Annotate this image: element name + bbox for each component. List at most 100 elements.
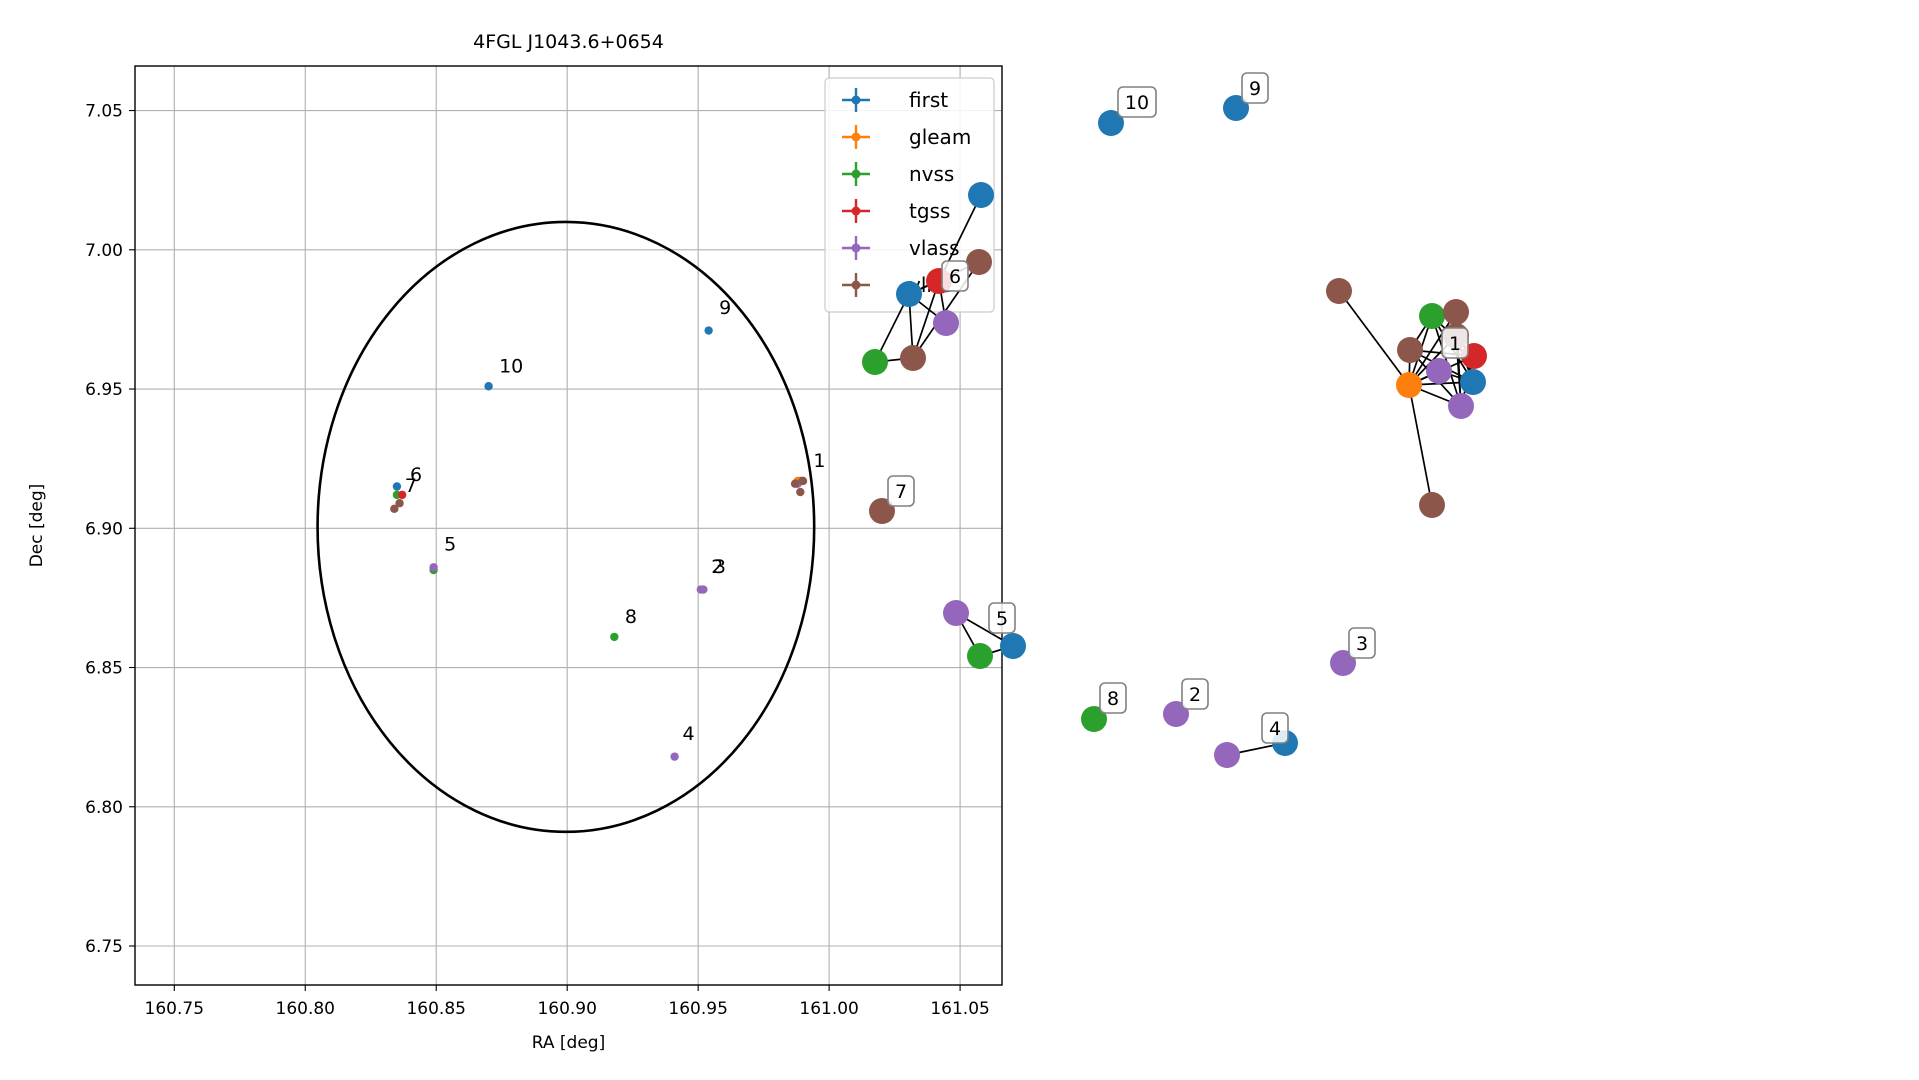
point-label: 2 <box>711 556 723 578</box>
network-node-label: 1 <box>1441 327 1469 359</box>
legend-entry-gleam: gleam <box>842 125 971 149</box>
svg-text:8: 8 <box>1107 688 1119 710</box>
point-vlass <box>699 585 708 594</box>
network-node-gleam <box>1396 372 1422 398</box>
point-label: 7 <box>405 475 417 497</box>
y-tick-label: 6.90 <box>85 519 123 539</box>
network-node-nvss <box>1081 706 1107 732</box>
point-label: 1 <box>813 450 825 472</box>
point-first <box>484 382 493 391</box>
network-node-vlite <box>1419 492 1445 518</box>
legend-entry-first: first <box>842 88 948 112</box>
network-node-nvss <box>862 349 888 375</box>
x-tick-label: 160.80 <box>276 999 335 1019</box>
x-tick-label: 161.05 <box>930 999 989 1019</box>
network-node-label: 7 <box>887 475 915 507</box>
x-tick-label: 161.00 <box>799 999 858 1019</box>
y-tick-label: 6.75 <box>85 937 123 957</box>
network-node-vlite <box>1326 278 1352 304</box>
network-node-vlite <box>966 249 992 275</box>
network-node-vlite <box>1397 337 1423 363</box>
y-tick-label: 7.00 <box>85 241 123 261</box>
x-tick-label: 160.85 <box>406 999 465 1019</box>
point-first <box>392 482 402 491</box>
network-node-nvss <box>967 643 993 669</box>
svg-text:2: 2 <box>1189 684 1201 706</box>
network-panel: 1 6 7 5 8 2 3 4 10 9 <box>862 72 1487 768</box>
point-label: 6 <box>410 464 422 486</box>
network-node-vlass <box>1214 742 1240 768</box>
network-node-first <box>1000 633 1026 659</box>
network-node-label: 9 <box>1241 72 1269 104</box>
point-vlass <box>429 563 438 572</box>
network-node-vlass <box>1426 358 1452 384</box>
x-tick-label: 160.75 <box>145 999 204 1019</box>
network-edge <box>1408 384 1433 506</box>
svg-text:6: 6 <box>949 266 961 288</box>
network-node-label: 5 <box>988 602 1016 634</box>
y-tick-label: 7.05 <box>85 102 123 122</box>
network-node-label: 4 <box>1261 712 1289 744</box>
network-edge <box>912 280 940 359</box>
network-node-label: 3 <box>1348 627 1376 659</box>
error-ellipse <box>316 220 816 834</box>
chart-title: 4FGL J1043.6+0654 <box>473 31 664 53</box>
point-vlass <box>670 752 679 761</box>
point-vlite <box>798 476 808 486</box>
svg-text:9: 9 <box>1249 78 1261 100</box>
network-edge <box>1338 290 1410 386</box>
network-node-first <box>968 182 994 208</box>
point-vlite <box>395 499 404 508</box>
legend-label: first <box>909 88 948 112</box>
network-node-vlite <box>900 345 926 371</box>
plot-frame <box>134 65 1003 986</box>
point-label: 3 <box>714 556 726 578</box>
network-edge <box>1408 311 1457 386</box>
network-node-label: 6 <box>941 260 969 292</box>
network-node-vlass <box>933 310 959 336</box>
svg-text:4: 4 <box>1269 718 1281 740</box>
svg-text:1: 1 <box>1449 333 1461 355</box>
point-label: 10 <box>499 355 523 377</box>
legend-label: gleam <box>909 125 971 149</box>
svg-text:5: 5 <box>996 608 1008 630</box>
x-axis-label: RA [deg] <box>532 1033 605 1053</box>
point-label: 4 <box>682 723 694 745</box>
legend-entry-tgss: tgss <box>842 199 950 223</box>
legend-entry-nvss: nvss <box>842 162 954 186</box>
point-label: 8 <box>625 606 637 628</box>
svg-text:3: 3 <box>1356 633 1368 655</box>
legend-entry-vlass: vlass <box>842 236 960 260</box>
x-tick-label: 160.90 <box>537 999 596 1019</box>
point-vlite <box>390 504 399 513</box>
y-tick-label: 6.80 <box>85 798 123 818</box>
y-tick-label: 6.85 <box>85 659 123 679</box>
grid <box>135 66 1002 985</box>
point-label: 5 <box>444 534 456 556</box>
network-node-first <box>896 281 922 307</box>
y-axis-label: Dec [deg] <box>27 484 47 568</box>
legend-label: tgss <box>909 199 950 223</box>
network-node-vlass <box>943 600 969 626</box>
point-nvss <box>610 632 619 642</box>
error-ellipse-layer <box>316 220 816 834</box>
network-node-first <box>1460 369 1486 395</box>
point-vlite <box>790 479 800 488</box>
point-label: 9 <box>719 297 731 319</box>
y-tick-label: 6.95 <box>85 380 123 400</box>
network-node-label: 8 <box>1099 682 1127 714</box>
point-tgss <box>397 490 407 500</box>
network-node-first <box>1098 110 1124 136</box>
points-layer <box>390 326 808 761</box>
network-node-label: 2 <box>1181 678 1209 710</box>
svg-text:10: 10 <box>1125 92 1149 114</box>
legend-label: nvss <box>909 162 954 186</box>
network-node-vlass <box>1448 393 1474 419</box>
x-tick-label: 160.95 <box>668 999 727 1019</box>
point-first <box>704 326 713 335</box>
node-labels-layer: 1 6 7 5 8 2 3 4 10 9 <box>887 72 1469 744</box>
axis-ticks: 160.75 160.80 160.85 160.90 160.95 161.00 161.… <box>85 102 990 1019</box>
network-node-nvss <box>1419 303 1445 329</box>
